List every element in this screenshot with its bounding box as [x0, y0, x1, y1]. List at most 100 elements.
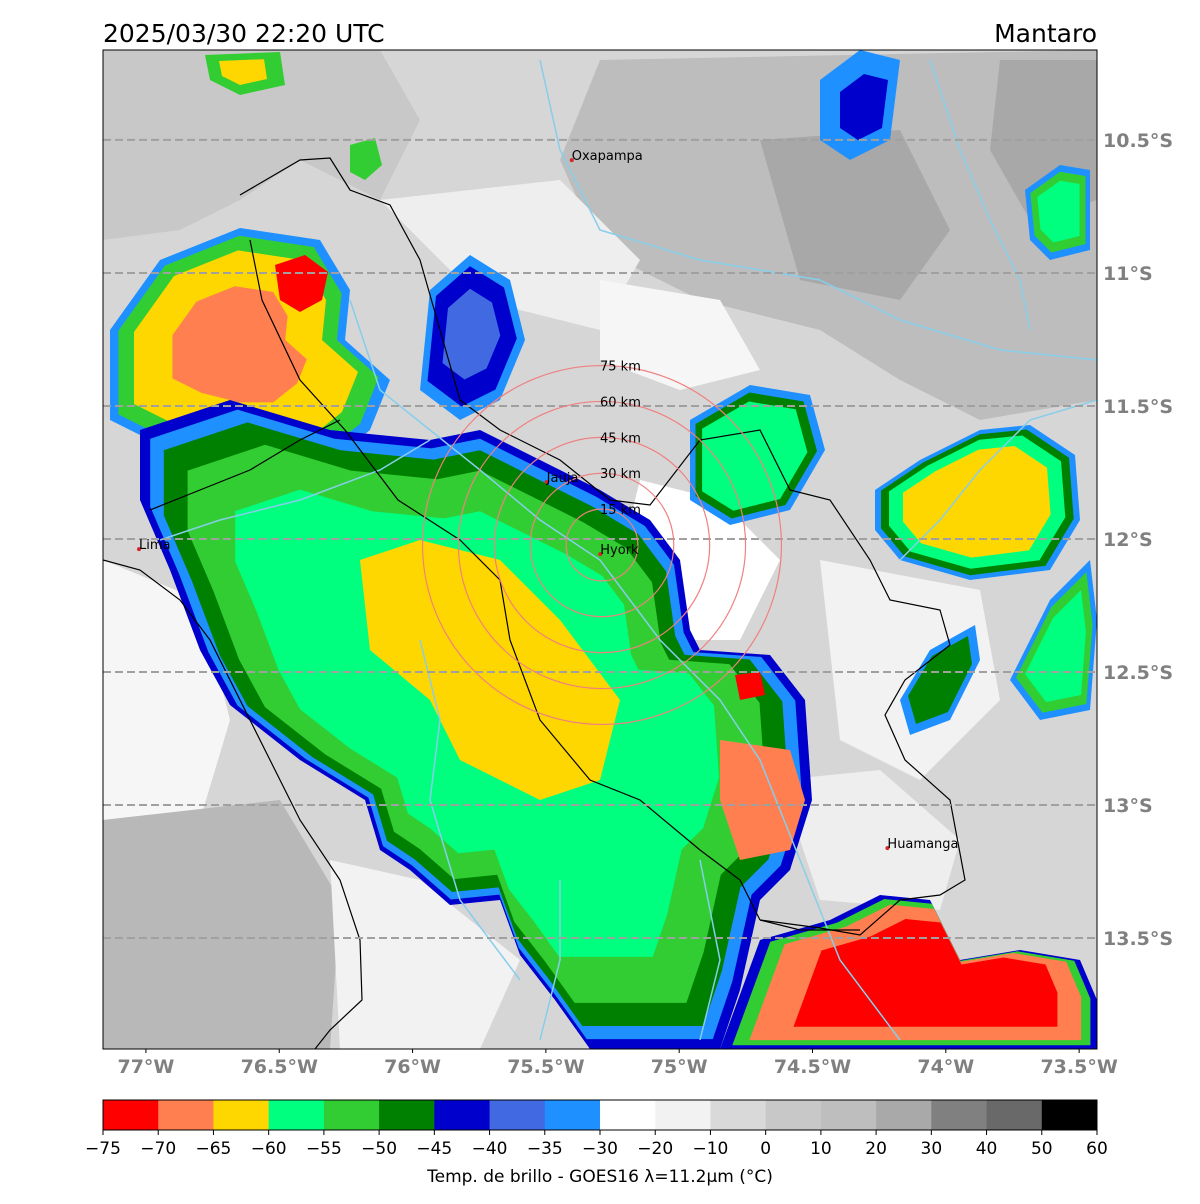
- colorbar-tick-label: −20: [637, 1139, 673, 1159]
- range-ring-label: 75 km: [600, 360, 641, 375]
- cloud-blob: [172, 286, 307, 403]
- map: 15 km 30 km 45 km 60 km 75 km Oxapampa Lima Jau…: [103, 50, 1097, 1049]
- cloud-patch: [600, 280, 760, 390]
- cloud-blob: [908, 636, 972, 724]
- cloud-blob: [219, 59, 267, 85]
- cloud-patch: [103, 50, 420, 240]
- colorbar-tick-label: −45: [416, 1139, 452, 1159]
- lat-label: 10.5°S: [1103, 130, 1173, 152]
- region-name: Mantaro: [994, 19, 1097, 48]
- river: [899, 399, 1097, 561]
- colorbar-segment: [103, 1100, 159, 1130]
- city-marker: [544, 480, 549, 485]
- lat-label: 12°S: [1103, 529, 1153, 551]
- range-ring: [529, 472, 675, 618]
- lon-label: 73.5°W: [1040, 1056, 1117, 1078]
- cloud-blob: [840, 74, 888, 140]
- colorbar-tick-label: 50: [1031, 1139, 1053, 1159]
- cloud-blob: [442, 288, 501, 380]
- colorbar-tick-label: 0: [760, 1139, 771, 1159]
- colorbar-segment: [600, 1100, 656, 1130]
- border: [149, 419, 341, 511]
- city-label: Jauja: [546, 471, 579, 486]
- cloud-blob: [1025, 590, 1086, 702]
- lat-label: 11°S: [1103, 263, 1153, 285]
- cloud-patch: [760, 130, 950, 300]
- title: 2025/03/30 22:20 UTC: [103, 19, 385, 48]
- colorbar-tick-label: 40: [976, 1139, 998, 1159]
- colorbar-tick-label: −70: [140, 1139, 176, 1159]
- river: [159, 439, 431, 541]
- cloud-blob: [360, 540, 620, 800]
- colorbar-tick-label: −30: [582, 1139, 618, 1159]
- city-label: Oxapampa: [572, 149, 643, 164]
- colorbar-segment: [489, 1100, 546, 1130]
- lat-label: 13°S: [1103, 795, 1153, 817]
- lat-label: 12.5°S: [1103, 662, 1173, 684]
- lon-label: 77°W: [117, 1056, 174, 1078]
- river: [539, 880, 561, 1041]
- colorbar-segment: [710, 1100, 767, 1130]
- colorbar-segment: [931, 1100, 988, 1130]
- river: [699, 859, 721, 1041]
- colorbar-segment: [158, 1100, 214, 1130]
- range-ring-label: 30 km: [600, 467, 641, 482]
- range-ring-label: 15 km: [600, 503, 641, 518]
- colorbar: −75 −70 −65 −60 −55 −50 −45 −40 −35 −30 −20 −10 0 10 2…: [85, 1099, 1108, 1187]
- lat-label: 13.5°S: [1103, 928, 1173, 950]
- range-ring: [457, 400, 747, 690]
- map-frame: [102, 49, 1098, 1050]
- cloud-blob: [1037, 180, 1080, 243]
- colorbar-tick-label: −55: [306, 1139, 342, 1159]
- colorbar-label: Temp. de brillo - GOES16 λ=11.2μm (°C): [426, 1167, 773, 1187]
- lon-label: 76°W: [384, 1056, 441, 1078]
- colorbar-tick-label: 60: [1086, 1139, 1108, 1159]
- river: [419, 639, 521, 981]
- cloud-patch: [820, 560, 1000, 780]
- river: [539, 59, 1097, 361]
- colorbar-tick-label: −10: [692, 1139, 728, 1159]
- cloud-blob: [702, 401, 808, 511]
- colorbar-segment: [655, 1100, 711, 1130]
- range-ring-label: 60 km: [600, 395, 641, 410]
- city-marker: [598, 552, 603, 557]
- colorbar-tick-label: 20: [865, 1139, 887, 1159]
- city-marker: [569, 158, 574, 163]
- city-marker: [885, 846, 890, 851]
- river: [349, 299, 901, 1041]
- colorbar-tick-label: 30: [921, 1139, 943, 1159]
- colorbar-segment: [876, 1100, 932, 1130]
- city-label: Huamanga: [887, 837, 958, 852]
- colorbar-segment: [1041, 1100, 1098, 1130]
- range-ring: [421, 364, 783, 726]
- lon-label: 75.5°W: [507, 1056, 584, 1078]
- lat-label: 11.5°S: [1103, 396, 1173, 418]
- border: [103, 559, 363, 1049]
- city-label: Lima: [139, 538, 170, 553]
- border: [249, 239, 761, 921]
- colorbar-tick-label: −35: [527, 1139, 563, 1159]
- cloud-blob: [720, 740, 805, 860]
- cloud-patch: [330, 860, 520, 1049]
- colorbar-tick-label: −50: [361, 1139, 397, 1159]
- cloud-blob: [903, 446, 1051, 558]
- colorbar-segment: [379, 1100, 435, 1130]
- lon-label: 75°W: [651, 1056, 708, 1078]
- cloud-blob: [793, 919, 1058, 1027]
- colorbar-segment: [268, 1100, 325, 1130]
- colorbar-segment: [213, 1100, 270, 1130]
- lon-label: 74°W: [917, 1056, 974, 1078]
- cloud-blob: [735, 672, 765, 700]
- cloud-patch: [103, 800, 340, 1049]
- colorbar-segment: [544, 1100, 601, 1130]
- colorbar-tick-label: −40: [472, 1139, 508, 1159]
- cloud-blob: [350, 138, 382, 180]
- lon-label: 76.5°W: [241, 1056, 318, 1078]
- colorbar-segment: [434, 1100, 491, 1130]
- colorbar-tick-label: −60: [251, 1139, 287, 1159]
- colorbar-segment: [323, 1100, 380, 1130]
- colorbar-segment: [820, 1100, 877, 1130]
- colorbar-tick-label: 10: [810, 1139, 832, 1159]
- colorbar-tick-label: −75: [85, 1139, 121, 1159]
- cloud-blob: [275, 255, 328, 312]
